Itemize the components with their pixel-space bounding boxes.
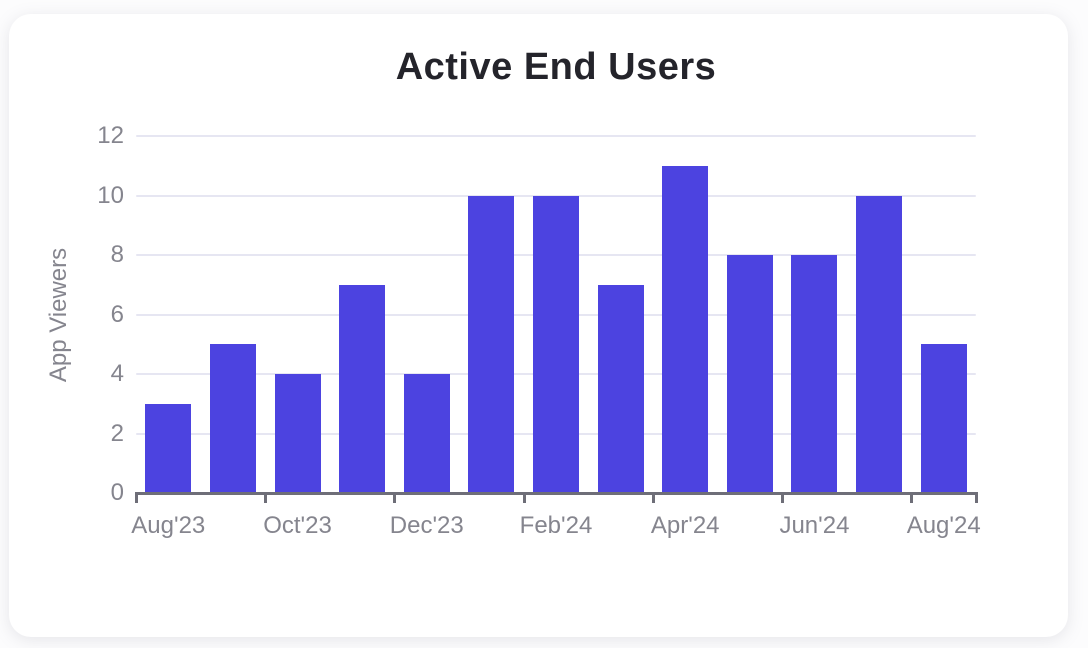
x-tick-label: Aug'23 — [131, 512, 206, 539]
chart-card: Active End Users App Viewers 0 2 4 6 8 10 12 Au… — [9, 14, 1068, 637]
bar-Aug24[interactable] — [920, 344, 967, 493]
x-tick-label: Apr'24 — [650, 512, 720, 539]
x-tick-mark — [522, 492, 526, 503]
bar-Oct23[interactable] — [274, 374, 321, 493]
y-tick-label: 2 — [110, 419, 124, 447]
bar-Aug23[interactable] — [145, 403, 192, 493]
x-tick-label: Feb'24 — [519, 512, 593, 539]
bar-Jul24[interactable] — [856, 195, 903, 493]
x-axis-line — [135, 492, 978, 495]
chart-title: Active End Users — [395, 46, 717, 88]
bar-Jun24[interactable] — [791, 255, 838, 493]
y-tick-label: 8 — [110, 241, 124, 268]
bar-Dec23[interactable] — [403, 374, 450, 493]
bar-Sep23[interactable] — [209, 344, 256, 493]
x-tick-mark — [393, 492, 397, 503]
y-tick-label: 4 — [110, 360, 124, 387]
plot-area: 0 2 4 6 8 10 12 Aug'23 Oct'23 Dec'23 Feb'24 Apr'24 J… — [9, 14, 1068, 637]
y-tick-label: 10 — [97, 181, 124, 209]
y-tick-label: 0 — [110, 479, 124, 506]
x-tick-mark — [910, 492, 914, 503]
bar-Mar24[interactable] — [597, 284, 644, 493]
bar-May24[interactable] — [726, 255, 773, 493]
x-tick-label: Jun'24 — [779, 512, 850, 539]
x-tick-label: Dec'23 — [389, 512, 464, 539]
bar-Apr24[interactable] — [662, 165, 709, 493]
x-tick-mark — [264, 492, 268, 503]
x-tick-mark — [975, 492, 978, 503]
gridline — [136, 135, 976, 137]
x-tick-label: Aug'24 — [906, 512, 981, 539]
bar-Jan24[interactable] — [468, 195, 515, 493]
y-tick-label: 12 — [97, 122, 124, 149]
x-tick-mark — [651, 492, 655, 503]
x-tick-mark — [135, 492, 138, 503]
bar-Feb24[interactable] — [533, 195, 579, 493]
y-tick-label: 6 — [110, 300, 124, 328]
x-tick-label: Oct'23 — [263, 512, 332, 539]
x-tick-mark — [781, 492, 785, 503]
bar-Nov23[interactable] — [339, 284, 386, 493]
